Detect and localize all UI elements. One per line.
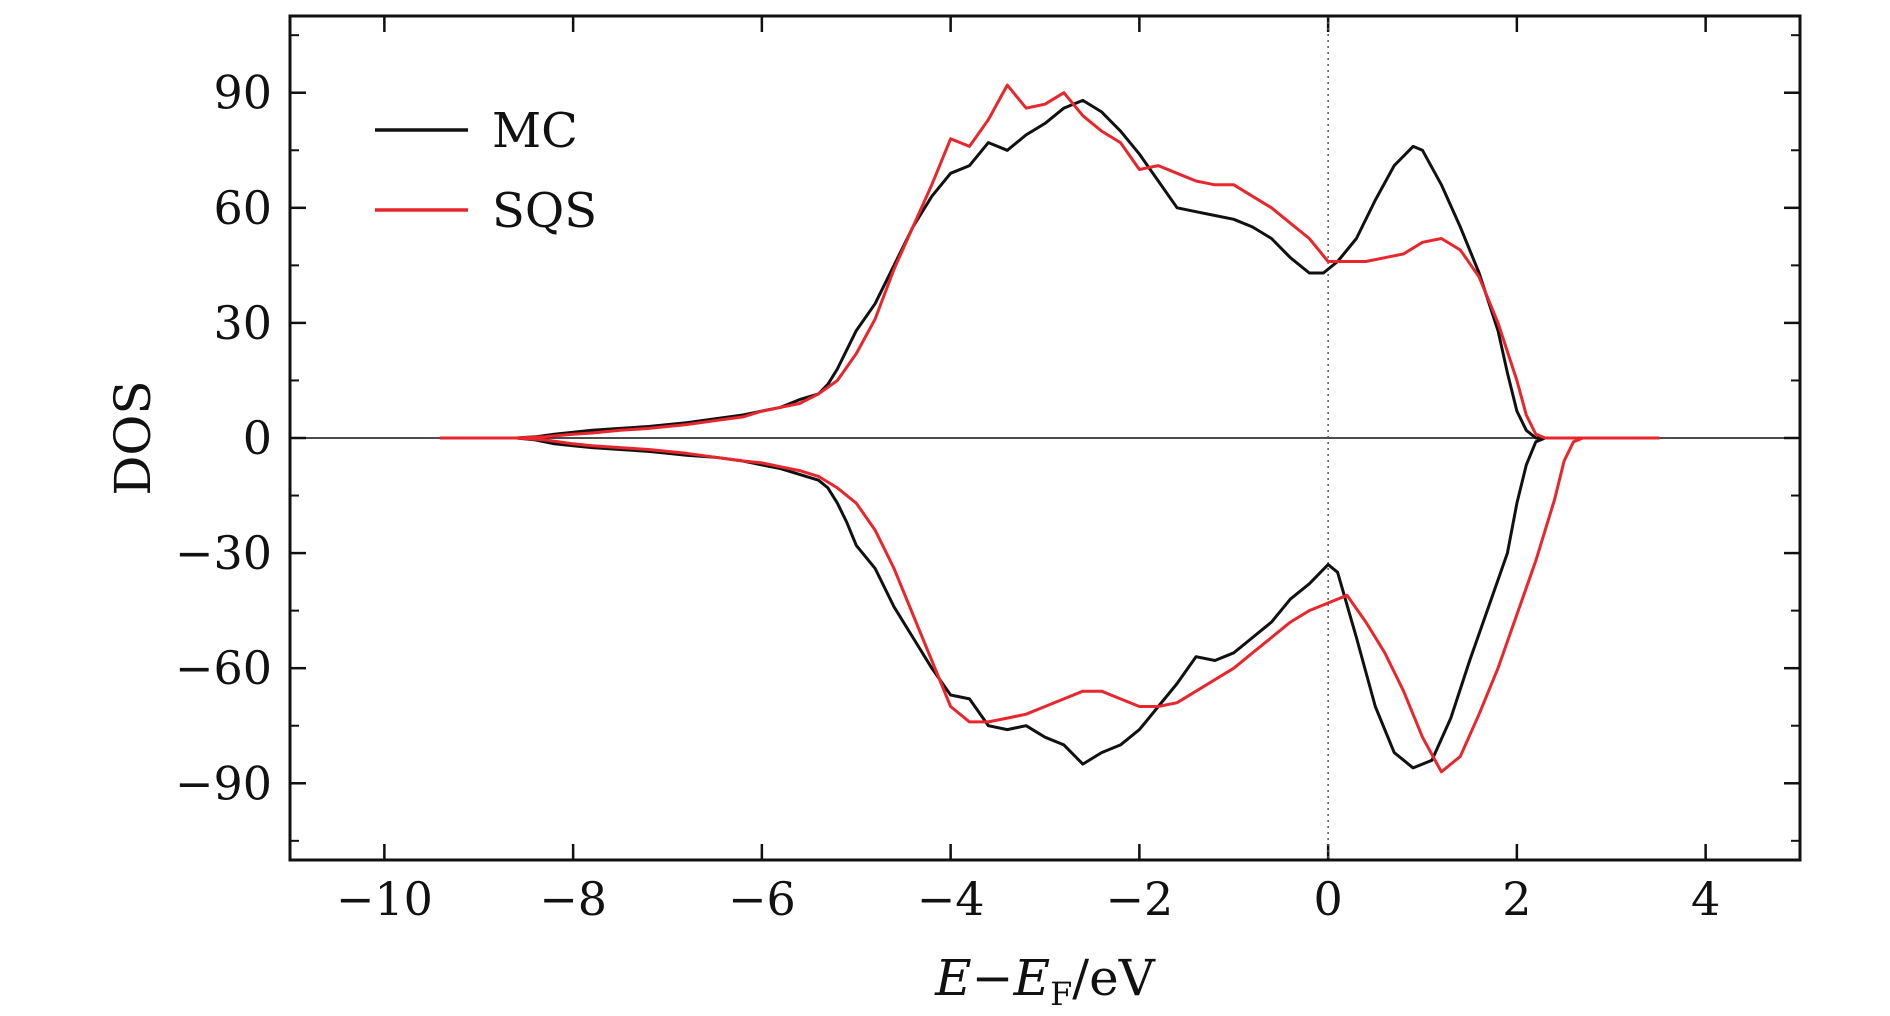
legend: MC SQS <box>375 103 597 239</box>
plot-frame <box>288 14 1802 862</box>
x-tick-label: 4 <box>1691 872 1720 926</box>
x-tick-label: 0 <box>1313 872 1342 926</box>
x-axis-label: E−EF/eV <box>934 949 1156 1013</box>
legend-label-mc: MC <box>492 103 578 159</box>
y-tick-label: −60 <box>175 641 272 695</box>
y-axis-label: DOS <box>104 380 162 495</box>
x-tick-label: 2 <box>1502 872 1531 926</box>
x-tick-label: −4 <box>917 872 985 926</box>
legend-label-sqs: SQS <box>492 183 597 239</box>
series-sqs-up <box>439 83 1660 440</box>
y-tick-label: 60 <box>213 181 272 235</box>
x-tick-label: −8 <box>539 872 607 926</box>
series-layer <box>439 83 1660 774</box>
y-tick-label: −30 <box>175 526 272 580</box>
series-sqs-down <box>439 436 1660 774</box>
x-tick-label: −2 <box>1105 872 1173 926</box>
labels-layer: −10 −8 −6 −4 −2 0 2 4 90 60 30 0 −30 −60 −90 DOS E−EF/eV <box>104 66 1720 1013</box>
y-tick-label: −90 <box>175 756 272 810</box>
x-tick-label: −6 <box>728 872 796 926</box>
y-tick-label: 0 <box>243 411 272 465</box>
x-tick-label: −10 <box>336 872 433 926</box>
y-tick-label: 30 <box>213 296 272 350</box>
y-tick-label: 90 <box>213 66 272 120</box>
series-mc-up <box>439 98 1660 440</box>
